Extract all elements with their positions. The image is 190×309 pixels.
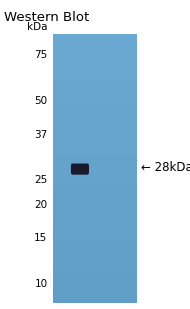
Bar (53, 128, 137, 131)
Bar (53, 279, 137, 283)
Bar (53, 138, 137, 142)
Text: 25: 25 (34, 175, 48, 185)
Bar (53, 273, 137, 276)
Bar (53, 108, 137, 111)
Bar (53, 226, 137, 229)
Bar (53, 266, 137, 269)
Bar (53, 57, 137, 61)
Bar (53, 125, 137, 128)
Bar (53, 121, 137, 125)
Bar (53, 182, 137, 185)
Bar (53, 37, 137, 41)
Text: 20: 20 (34, 200, 48, 210)
Bar (53, 276, 137, 279)
Bar (53, 296, 137, 299)
Bar (53, 256, 137, 259)
Text: 50: 50 (34, 96, 48, 106)
Bar (53, 249, 137, 252)
Bar (53, 68, 137, 71)
Bar (53, 142, 137, 145)
Bar (53, 215, 137, 219)
Bar (53, 51, 137, 54)
Text: 10: 10 (34, 279, 48, 289)
Bar (53, 229, 137, 232)
Bar (53, 98, 137, 101)
Bar (53, 104, 137, 108)
Bar (53, 192, 137, 195)
Bar (53, 152, 137, 155)
Bar (53, 246, 137, 249)
Bar (53, 269, 137, 273)
Bar (53, 188, 137, 192)
Bar (53, 155, 137, 158)
Text: Western Blot: Western Blot (4, 11, 89, 24)
Bar (53, 283, 137, 286)
Bar (53, 179, 137, 182)
Bar (53, 185, 137, 188)
Bar (53, 175, 137, 179)
Bar (53, 202, 137, 205)
Bar (53, 252, 137, 256)
Bar (53, 71, 137, 74)
Bar (53, 101, 137, 104)
Bar (53, 148, 137, 152)
Bar (53, 111, 137, 115)
Bar (53, 222, 137, 226)
Text: kDa: kDa (27, 23, 48, 32)
Bar (53, 289, 137, 293)
Bar (53, 236, 137, 239)
Bar (53, 158, 137, 162)
Bar (53, 195, 137, 199)
Text: 15: 15 (34, 233, 48, 243)
Bar (53, 259, 137, 263)
Bar (53, 239, 137, 242)
Bar (53, 44, 137, 47)
Bar (53, 135, 137, 138)
Bar (53, 168, 137, 172)
Bar (53, 78, 137, 81)
Bar (53, 64, 137, 68)
Bar (53, 232, 137, 236)
Bar (53, 205, 137, 209)
Text: 75: 75 (34, 50, 48, 60)
Bar (53, 74, 137, 78)
Bar (53, 172, 137, 175)
Bar (53, 81, 137, 84)
Bar (53, 242, 137, 246)
Bar (53, 41, 137, 44)
Bar (53, 118, 137, 121)
Bar (53, 293, 137, 296)
Bar (53, 115, 137, 118)
Bar (53, 162, 137, 165)
Bar (53, 95, 137, 98)
Bar (53, 61, 137, 64)
Bar (53, 131, 137, 135)
FancyBboxPatch shape (71, 163, 89, 175)
Bar (53, 91, 137, 95)
Bar (53, 88, 137, 91)
Bar (53, 263, 137, 266)
Bar (53, 34, 137, 37)
Bar (53, 212, 137, 215)
Bar (53, 299, 137, 303)
Bar (53, 209, 137, 212)
Bar (53, 145, 137, 148)
Bar (53, 286, 137, 289)
Text: ← 28kDa: ← 28kDa (141, 160, 190, 174)
Bar (53, 48, 137, 51)
Bar (53, 54, 137, 57)
Bar (53, 165, 137, 168)
Bar (53, 219, 137, 222)
Text: 37: 37 (34, 130, 48, 140)
Bar (53, 199, 137, 202)
Bar (53, 84, 137, 88)
